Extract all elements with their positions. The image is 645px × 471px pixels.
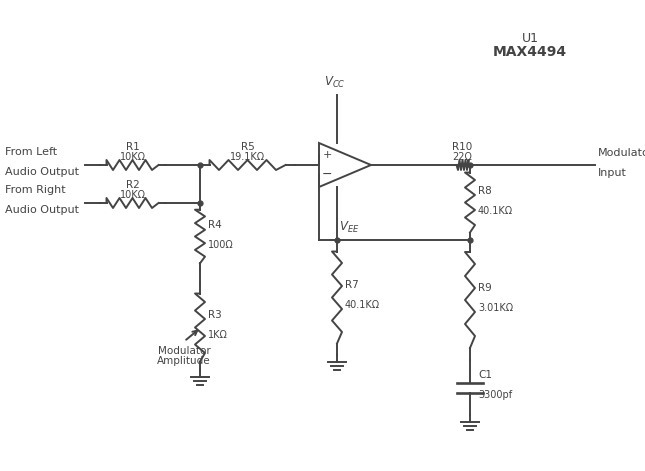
Text: R1: R1 — [126, 142, 139, 152]
Text: 10KΩ: 10KΩ — [119, 190, 146, 200]
Text: +: + — [322, 150, 332, 160]
Text: 19.1KΩ: 19.1KΩ — [230, 152, 265, 162]
Text: R2: R2 — [126, 180, 139, 190]
Text: 40.1KΩ: 40.1KΩ — [345, 300, 380, 310]
Text: R7: R7 — [345, 281, 359, 291]
Text: Amplitude: Amplitude — [157, 356, 211, 365]
Text: R8: R8 — [478, 186, 491, 195]
Text: 40.1KΩ: 40.1KΩ — [478, 205, 513, 216]
Text: 10KΩ: 10KΩ — [119, 152, 146, 162]
Text: Modulator: Modulator — [598, 148, 645, 158]
Text: R4: R4 — [208, 219, 222, 229]
Text: 3300pf: 3300pf — [478, 390, 512, 400]
Text: C1: C1 — [478, 371, 492, 381]
Text: From Right: From Right — [5, 185, 66, 195]
Text: Input: Input — [598, 168, 627, 178]
Text: Audio Output: Audio Output — [5, 167, 79, 177]
Text: Modulator: Modulator — [157, 346, 210, 356]
Text: 22Ω: 22Ω — [453, 152, 472, 162]
Text: 100Ω: 100Ω — [208, 239, 233, 250]
Text: R10: R10 — [452, 142, 473, 152]
Text: $V_{CC}$: $V_{CC}$ — [324, 75, 346, 90]
Text: Audio Output: Audio Output — [5, 205, 79, 215]
Text: R9: R9 — [478, 283, 491, 293]
Text: From Left: From Left — [5, 147, 57, 157]
Text: R5: R5 — [241, 142, 254, 152]
Text: U1: U1 — [522, 32, 539, 44]
Text: 3.01KΩ: 3.01KΩ — [478, 303, 513, 313]
Text: $V_{EE}$: $V_{EE}$ — [339, 220, 359, 235]
Text: 1KΩ: 1KΩ — [208, 331, 228, 341]
Text: −: − — [322, 168, 332, 181]
Text: MAX4494: MAX4494 — [493, 45, 567, 59]
Text: R3: R3 — [208, 310, 222, 320]
